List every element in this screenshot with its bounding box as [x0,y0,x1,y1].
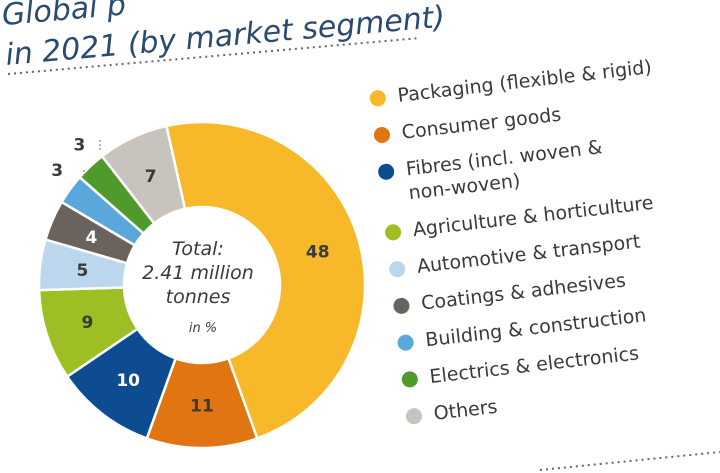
legend-label-coatings-adhesives: Coatings & adhesives [420,269,627,314]
slice-label-building-construction: 3 [51,161,63,181]
slice-label-agriculture-horticulture: 9 [81,313,93,333]
slice-others [100,124,187,226]
title-group: Global p in 2021 (by market segment) [0,0,446,73]
legend-swatch-building-construction [397,334,414,351]
center-total-value: 2.41 million [142,262,254,284]
bottom-dotted-divider [539,451,720,471]
legend-swatch-agriculture-horticulture [385,224,402,241]
center-total-label: Total: [172,238,224,260]
slice-label-packaging-flexible-rigid: 48 [306,242,330,262]
leader-lines [83,140,101,178]
slice-label-electrics-electronics: 3 [74,136,86,156]
donut-center-label: Total: 2.41 million tonnes in % [142,238,254,336]
slice-label-automotive-transport: 5 [77,261,89,281]
legend-label-consumer-goods: Consumer goods [401,104,563,144]
center-percent-unit: in % [189,321,217,336]
slice-label-coatings-adhesives: 4 [85,228,97,248]
legend-label-electrics-electronics: Electrics & electronics [428,342,640,388]
legend-label-packaging-flexible-rigid: Packaging (flexible & rigid) [396,56,652,107]
legend-swatch-electrics-electronics [401,371,418,388]
legend: Packaging (flexible & rigid)Consumer goo… [369,56,655,425]
donut-chart: 48 11 10 9 5 4 33 7 [37,120,367,450]
legend-swatch-consumer-goods [373,127,390,144]
legend-swatch-fibres-incl-woven-non-woven [378,163,395,180]
slice-label-fibres-incl-woven-non-woven: 10 [116,371,140,391]
legend-swatch-others [406,408,423,425]
legend-swatch-packaging-flexible-rigid [369,90,386,107]
slice-label-others: 7 [145,167,157,187]
legend-label-others: Others [433,396,499,425]
slice-label-consumer-goods: 11 [190,397,214,417]
slice-packaging-flexible-rigid [164,120,367,440]
legend-swatch-automotive-transport [389,261,406,278]
legend-swatch-coatings-adhesives [393,297,410,314]
center-total-unit: tonnes [166,286,231,308]
